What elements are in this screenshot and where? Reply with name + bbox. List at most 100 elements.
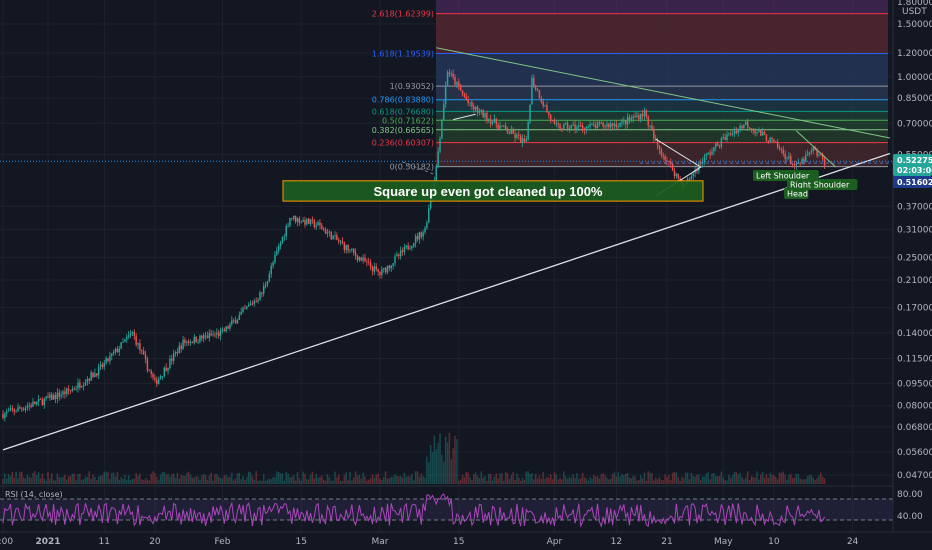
- candle-body: [373, 266, 376, 272]
- volume-bar: [626, 472, 629, 484]
- volume-bar: [448, 432, 451, 484]
- volume-bar: [439, 433, 441, 484]
- fib-level-label: 1.618(1.19539): [372, 50, 434, 59]
- candle-body: [673, 170, 676, 177]
- candle-body: [741, 125, 743, 129]
- volume-bar: [561, 479, 563, 484]
- candle-body: [443, 104, 445, 120]
- y-tick-label: 1.00000: [897, 73, 932, 83]
- candle-body: [341, 241, 344, 244]
- candle-body: [495, 118, 498, 125]
- candle-body: [148, 370, 151, 372]
- volume-bar: [609, 478, 612, 484]
- candle-body: [261, 292, 263, 294]
- candle-body: [81, 386, 83, 388]
- volume-bar: [66, 479, 68, 484]
- candle-body: [86, 378, 89, 383]
- candle-body: [791, 163, 794, 165]
- volume-bar: [45, 480, 47, 484]
- candle-body: [568, 128, 571, 130]
- right-shoulder-label: Right Shoulder: [790, 181, 850, 190]
- candle-body: [349, 249, 351, 251]
- volume-bar: [219, 477, 222, 484]
- candle-body: [452, 73, 454, 77]
- volume-bar: [446, 442, 449, 484]
- candle-body: [746, 121, 749, 128]
- candle-body: [84, 382, 87, 385]
- candle-body: [137, 343, 139, 345]
- volume-bar: [724, 479, 726, 484]
- volume-bar: [542, 471, 544, 484]
- volume-bar: [521, 477, 524, 484]
- candle-body: [491, 122, 494, 124]
- volume-bar: [760, 474, 762, 484]
- left-shoulder-label-bg: [753, 170, 819, 181]
- candle-body: [212, 334, 214, 336]
- candle-body: [626, 117, 629, 125]
- volume-bar: [304, 474, 306, 484]
- volume-bar: [666, 477, 668, 484]
- volume-bar: [311, 471, 314, 484]
- candle-body: [339, 241, 342, 243]
- left-shoulder-label: Left Shoulder: [756, 172, 810, 181]
- volume-bar: [101, 475, 104, 484]
- volume-bar: [32, 472, 34, 484]
- volume-bar: [334, 471, 336, 484]
- volume-bar: [92, 474, 94, 484]
- volume-bar: [611, 473, 614, 484]
- candle-body: [193, 336, 196, 343]
- volume-bar: [473, 474, 475, 484]
- volume-bar: [418, 476, 421, 484]
- candle-body: [64, 391, 66, 394]
- candle-body: [574, 124, 576, 130]
- volume-bar: [167, 473, 169, 484]
- candle-body: [206, 336, 209, 339]
- volume-bar: [229, 476, 231, 484]
- volume-bar: [551, 479, 554, 484]
- candle-body: [360, 257, 362, 261]
- fib-band: [436, 53, 888, 87]
- volume-bar: [362, 472, 364, 484]
- candle-body: [22, 408, 25, 410]
- candle-body: [246, 306, 248, 309]
- candle-body: [294, 215, 297, 222]
- volume-bar: [726, 480, 728, 484]
- candle-body: [315, 225, 317, 227]
- volume-bar: [375, 474, 377, 484]
- y-tick-label: 0.37000: [897, 202, 932, 212]
- candle-body: [761, 131, 764, 136]
- volume-bar: [122, 478, 124, 484]
- candle-body: [219, 330, 222, 336]
- volume-bar: [476, 475, 479, 484]
- candle-body: [454, 76, 456, 85]
- volume-bar: [324, 480, 327, 484]
- volume-bar: [253, 479, 256, 484]
- volume-bar: [52, 479, 55, 484]
- volume-bar: [165, 474, 167, 484]
- candle-body: [99, 364, 102, 368]
- candle-body: [240, 311, 242, 315]
- candle-body: [504, 125, 507, 129]
- volume-bar: [272, 476, 274, 484]
- candle-body: [773, 139, 775, 142]
- candle-body: [285, 226, 287, 237]
- candle-body: [450, 73, 453, 75]
- candle-body: [52, 395, 55, 400]
- time-axis[interactable]: 0:00 2021 11 20 Feb 15 Mar 15 Apr 12 21 May 10 24: [0, 537, 859, 547]
- price-axis[interactable]: 1.500001.200001.000000.850000.700000.550…: [897, 20, 932, 481]
- volume-bar: [683, 478, 685, 484]
- volume-bar: [2, 478, 4, 484]
- volume-bar: [765, 474, 768, 484]
- candle-body: [696, 169, 698, 172]
- candle-body: [58, 392, 60, 397]
- volume-bar: [424, 477, 426, 484]
- candle-body: [5, 411, 8, 414]
- candle-body: [617, 126, 619, 128]
- volume-bar: [60, 477, 62, 484]
- candle-body: [414, 236, 417, 244]
- candle-body: [216, 332, 218, 335]
- fib-band: [436, 13, 888, 54]
- volume-bar: [508, 479, 511, 484]
- candle-body: [600, 122, 603, 124]
